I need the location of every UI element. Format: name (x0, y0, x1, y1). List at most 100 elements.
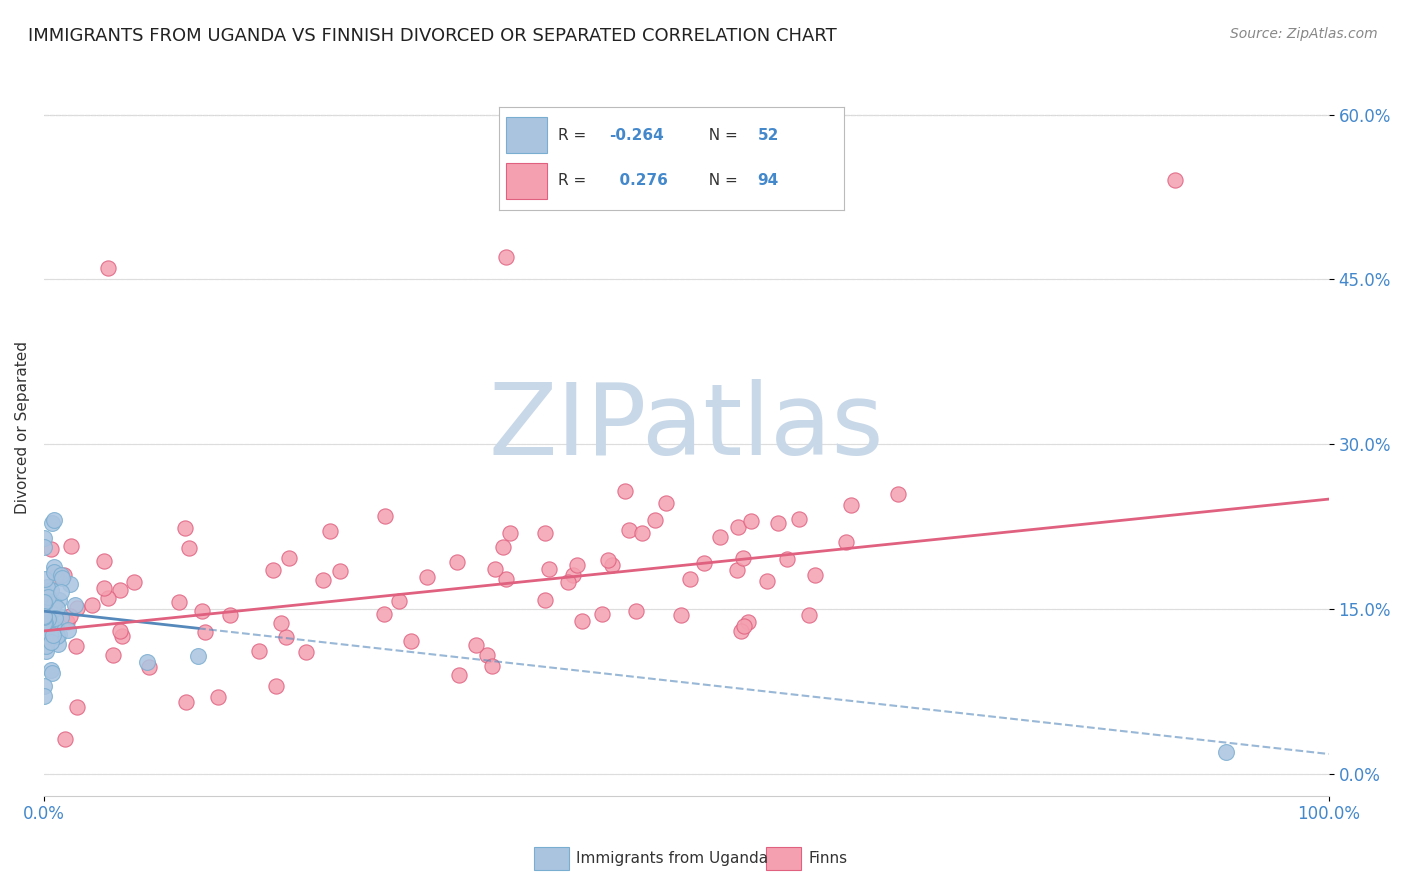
Point (44, 568, 66, 582)
Point (725, 563, 748, 577)
Text: R =: R = (558, 128, 591, 144)
Point (415, 570, 437, 584)
Point (730, 624, 752, 638)
Point (59, 609, 82, 624)
Bar (506, 118, 547, 153)
Point (481, 659, 503, 673)
Point (34, 615, 56, 630)
Point (39, 614, 62, 628)
Point (32, 679, 55, 693)
Point (58, 623, 80, 637)
Point (614, 484, 637, 499)
Point (32, 586, 55, 600)
Point (733, 551, 755, 566)
Point (66, 700, 89, 714)
Text: IMMIGRANTS FROM UGANDA VS FINNISH DIVORCED OR SEPARATED CORRELATION CHART: IMMIGRANTS FROM UGANDA VS FINNISH DIVORC… (28, 27, 837, 45)
Point (39, 582, 62, 597)
Point (624, 605, 647, 619)
Point (534, 526, 557, 541)
Point (135, 655, 157, 669)
Point (41, 663, 63, 677)
Point (804, 568, 827, 582)
Point (34, 572, 56, 586)
Point (41, 516, 63, 530)
Point (38, 616, 60, 631)
Point (44, 622, 66, 636)
Point (32, 610, 55, 624)
Point (34, 595, 56, 609)
Point (97, 261, 120, 276)
Point (207, 690, 229, 704)
Point (499, 525, 522, 540)
Text: 0.276: 0.276 (609, 173, 668, 188)
Point (312, 574, 335, 588)
Point (709, 530, 731, 544)
Point (93, 581, 115, 595)
Point (80, 598, 103, 612)
Point (32, 609, 55, 624)
Point (679, 572, 702, 586)
Point (37, 612, 59, 626)
Point (600, 558, 623, 573)
Point (34, 595, 56, 609)
Point (495, 572, 517, 586)
Point (787, 512, 810, 526)
Point (270, 615, 292, 630)
Point (124, 574, 146, 589)
Point (49, 609, 72, 624)
Point (247, 643, 270, 657)
Point (42, 513, 65, 527)
Point (38, 627, 60, 641)
Point (176, 695, 198, 709)
Point (138, 659, 160, 673)
Point (55, 615, 77, 629)
Point (194, 624, 217, 639)
Point (835, 535, 858, 549)
Point (32, 620, 55, 634)
Point (218, 608, 240, 623)
Point (35, 639, 58, 653)
Point (475, 648, 498, 662)
Point (465, 638, 488, 652)
Text: N =: N = (699, 128, 742, 144)
Point (571, 614, 593, 628)
Point (42, 628, 65, 642)
Point (669, 607, 692, 622)
Point (65, 639, 87, 653)
Point (388, 594, 411, 608)
Point (51, 584, 73, 599)
Text: Immigrants from Uganda: Immigrants from Uganda (576, 851, 769, 865)
Text: Finns: Finns (808, 851, 848, 865)
Point (37, 581, 59, 595)
Point (1215, 745, 1237, 759)
Point (557, 575, 579, 590)
Point (66, 600, 89, 615)
Text: N =: N = (699, 173, 742, 188)
Point (38, 612, 60, 626)
Point (839, 498, 862, 512)
Point (48, 627, 70, 641)
Point (766, 516, 789, 530)
Point (740, 515, 762, 529)
Point (492, 541, 515, 555)
Point (93, 554, 115, 568)
Point (374, 508, 396, 523)
Point (1163, 173, 1185, 187)
Point (58, 577, 80, 591)
Point (591, 607, 613, 622)
Point (39, 635, 62, 649)
Point (565, 558, 588, 573)
Point (32, 541, 55, 555)
Text: R =: R = (558, 173, 591, 188)
Point (110, 624, 132, 638)
Point (319, 524, 342, 538)
Point (42, 597, 65, 611)
Point (329, 564, 352, 578)
Point (727, 519, 749, 533)
Point (48, 593, 70, 607)
Point (775, 552, 797, 566)
Text: -0.264: -0.264 (609, 128, 664, 144)
Text: 94: 94 (758, 173, 779, 188)
Point (630, 526, 652, 541)
Bar (506, 163, 547, 199)
